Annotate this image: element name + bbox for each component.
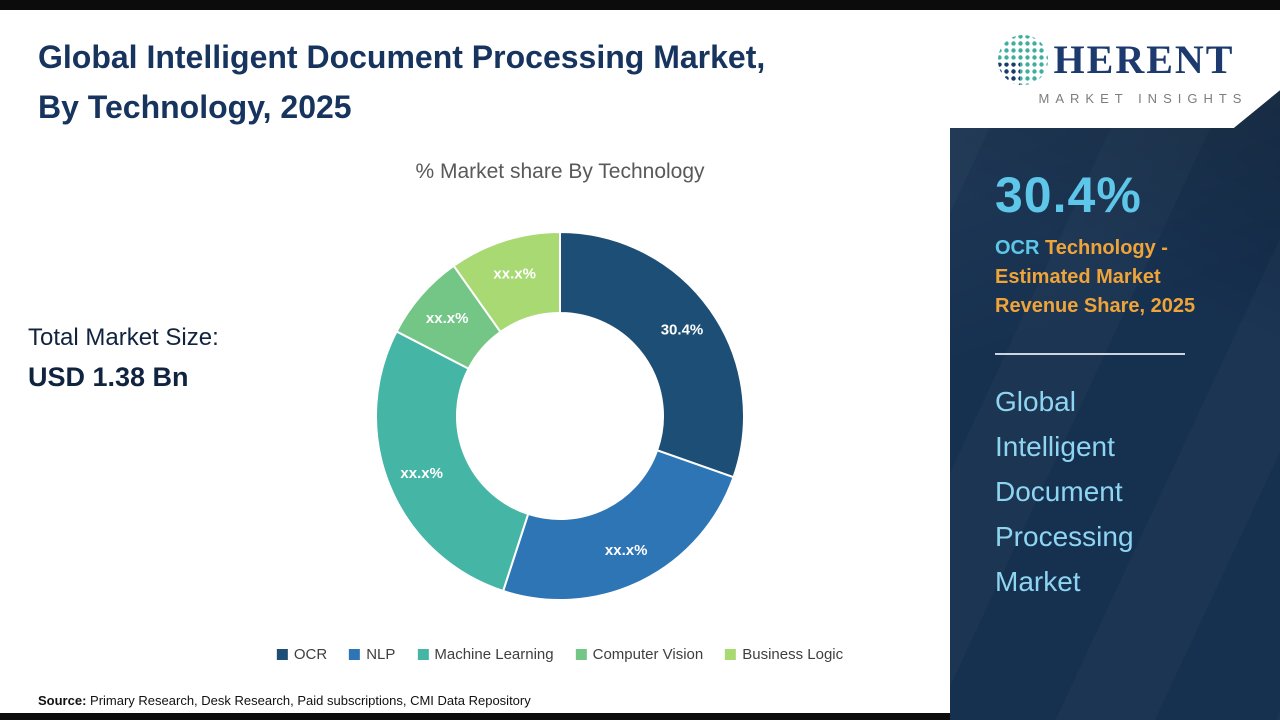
legend-label: Computer Vision (592, 646, 704, 663)
highlight-text: OCR Technology - Estimated Market Revenu… (995, 234, 1250, 321)
donut-segment-label: xx.x% (493, 266, 536, 283)
market-name-line: Intelligent (995, 431, 1115, 462)
donut-segment-nlp (501, 449, 735, 601)
donut-segment-ocr (559, 230, 745, 479)
source-label: Source: (38, 693, 87, 708)
brand-logo-subtitle: MARKET INSIGHTS (1038, 90, 1248, 106)
donut-segment-business-logic (452, 230, 561, 334)
legend-item-machine-learning: Machine Learning (417, 646, 554, 663)
legend-swatch (276, 649, 288, 660)
market-name: Global Intelligent Document Processing M… (995, 379, 1250, 604)
legend-label: OCR (293, 646, 328, 663)
market-name-line: Market (995, 566, 1081, 597)
total-market-value: USD 1.38 Bn (28, 362, 189, 392)
highlight-term: OCR (995, 237, 1040, 259)
legend-item-ocr: OCR (276, 646, 328, 663)
market-name-line: Processing (995, 521, 1134, 552)
page-title: Global Intelligent Document Processing M… (38, 32, 918, 132)
panel-divider (995, 353, 1185, 355)
highlight-value: 30.4% (995, 167, 1142, 223)
legend-swatch (349, 649, 361, 660)
donut-chart-svg: 30.4% xx.x% xx.x% xx.x% xx.x% (375, 230, 745, 601)
legend-swatch (725, 649, 737, 660)
total-market-label: Total Market Size: (28, 324, 219, 351)
legend-item-business-logic: Business Logic (725, 646, 843, 663)
legend-item-nlp: NLP (349, 646, 395, 663)
donut-segment-label: 30.4% (661, 322, 704, 339)
panel-content: 30.4% OCR Technology - Estimated Market … (950, 128, 1280, 720)
brand-logo: HERENT MARKET INSIGHTS (950, 10, 1280, 128)
legend-label: Machine Learning (434, 646, 554, 663)
market-name-line: Document (995, 476, 1123, 507)
legend-label: Business Logic (742, 646, 844, 663)
main-content: Global Intelligent Document Processing M… (0, 32, 950, 720)
page-title-line2: By Technology, 2025 (38, 89, 352, 125)
chart-subtitle: % Market share By Technology (415, 160, 705, 183)
legend-label: NLP (366, 646, 396, 663)
legend-item-computer-vision: Computer Vision (575, 646, 704, 663)
brand-logo-row: HERENT (996, 33, 1235, 87)
donut-segment-label: xx.x% (400, 465, 443, 482)
total-market-block: Total Market Size: USD 1.38 Bn (28, 324, 219, 393)
donut-segment-label: xx.x% (426, 310, 469, 327)
highlight-rest: Technology - (1039, 237, 1168, 259)
chart-legend: OCR NLP Machine Learning Computer Vision Bus… (276, 646, 843, 663)
donut-segment-machine-learning (375, 330, 530, 593)
bottom-black-bar (0, 713, 950, 720)
market-name-line: Global (995, 386, 1076, 417)
page-title-line1: Global Intelligent Document Processing M… (38, 39, 766, 75)
legend-swatch (575, 649, 587, 660)
legend-swatch (417, 649, 429, 660)
coherent-globe-icon (997, 34, 1048, 85)
right-panel: HERENT MARKET INSIGHTS 30.4% OCR Technol… (950, 0, 1280, 720)
donut-chart: 30.4% xx.x% xx.x% xx.x% xx.x% (369, 225, 751, 607)
top-black-bar (0, 0, 1280, 10)
highlight-line3: Revenue Share, 2025 (995, 295, 1196, 317)
highlight-line2: Estimated Market (995, 266, 1161, 288)
brand-logo-word: HERENT (1053, 37, 1235, 82)
donut-segment-label: xx.x% (605, 542, 648, 559)
source-line: Source: Primary Research, Desk Research,… (38, 693, 531, 708)
source-text: Primary Research, Desk Research, Paid su… (90, 693, 531, 708)
